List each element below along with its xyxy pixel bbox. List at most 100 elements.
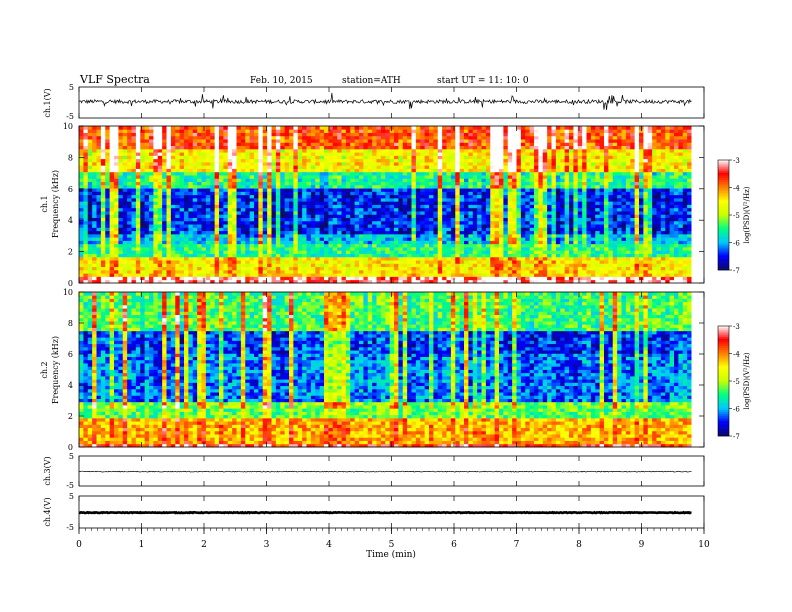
spectrogram-cell	[275, 250, 281, 254]
spectrogram-cell	[634, 243, 640, 248]
spectrogram-cell	[262, 260, 268, 264]
spectrogram-cell	[472, 191, 478, 196]
spectrogram-cell	[665, 247, 671, 251]
spectrogram-cell	[529, 256, 535, 261]
spectrogram-cell	[621, 279, 627, 284]
spectrogram-cell	[665, 233, 671, 238]
spectrogram-cell	[481, 276, 487, 281]
spectrogram-cell	[464, 250, 469, 254]
spectrogram-cell	[280, 224, 286, 228]
spectrogram-cell	[354, 263, 360, 268]
spectrogram-cell	[560, 253, 566, 258]
spectrogram-cell	[687, 214, 692, 218]
spectrogram-cell	[96, 201, 102, 205]
spectrogram-cell	[341, 233, 347, 238]
spectrogram-cell	[100, 279, 106, 284]
spectrogram-cell	[332, 207, 338, 212]
spectrogram-cell	[494, 194, 500, 199]
spectrogram-cell	[205, 260, 211, 264]
spectrogram-cell	[455, 171, 461, 176]
spectrogram-cell	[79, 188, 84, 192]
spectrogram-cell	[345, 214, 351, 218]
spectrogram-cell	[140, 237, 146, 241]
spectrogram-cell	[262, 217, 268, 222]
spectrogram-cell	[315, 237, 321, 241]
spectrogram-cell	[551, 260, 557, 264]
spectrogram-cell	[538, 256, 544, 261]
spectrogram-cell	[376, 175, 382, 179]
spectrogram-cell	[573, 266, 579, 271]
spectrogram-cell	[188, 243, 194, 248]
spectrogram-cell	[144, 253, 150, 258]
spectrogram-cell	[625, 224, 631, 228]
spectrogram-cell	[354, 211, 360, 215]
spectrogram-cell	[350, 204, 356, 209]
spectrogram-cell	[652, 276, 657, 281]
spectrogram-cell	[577, 230, 583, 235]
spectrogram-cell	[551, 175, 557, 179]
spectrogram-cell	[197, 243, 202, 248]
spectrogram-cell	[634, 181, 640, 186]
spectrogram-cell	[652, 250, 657, 254]
spectrogram-cell	[450, 243, 456, 248]
spectrogram-cell	[560, 247, 566, 251]
spectrogram-cell	[599, 194, 605, 199]
spectrogram-cell	[127, 214, 132, 218]
spectrogram-cell	[450, 227, 456, 232]
spectrogram-cell	[341, 194, 347, 199]
spectrogram-cell	[140, 214, 146, 218]
spectrogram-cell	[367, 194, 373, 199]
spectrogram-cell	[271, 207, 277, 212]
spectrogram-cell	[490, 269, 496, 274]
spectrogram-cell	[564, 168, 570, 173]
spectrogram-cell	[630, 207, 636, 212]
spectrogram-cell	[197, 178, 202, 182]
spectrogram-cell	[525, 243, 531, 248]
spectrogram-cell	[411, 211, 417, 215]
spectrogram-cell	[450, 256, 456, 261]
spectrogram-cell	[560, 224, 566, 228]
spectrogram-cell	[647, 253, 653, 258]
spectrogram-cell	[520, 197, 526, 202]
spectrogram-cell	[210, 211, 216, 215]
spectrogram-cell	[551, 256, 557, 261]
spectrogram-cell	[337, 197, 342, 202]
spectrogram-cell	[415, 233, 421, 238]
spectrogram-cell	[442, 188, 447, 192]
spectrogram-cell	[586, 181, 592, 186]
spectrogram-cell	[289, 224, 294, 228]
spectrogram-cell	[573, 247, 579, 251]
spectrogram-cell	[227, 250, 233, 254]
spectrogram-cell	[258, 165, 264, 169]
spectrogram-cell	[367, 207, 373, 212]
spectrogram-cell	[485, 279, 491, 284]
spectrogram-cell	[639, 237, 644, 241]
spectrogram-cell	[450, 250, 456, 254]
spectrogram-cell	[214, 220, 220, 225]
spectrogram-cell	[494, 256, 500, 261]
spectrogram-cell	[267, 197, 272, 202]
spectrogram-cell	[297, 237, 303, 241]
spectrogram-cell	[345, 240, 351, 245]
spectrogram-cell	[219, 181, 224, 186]
spectrogram-cell	[590, 256, 596, 261]
spectrogram-cell	[617, 191, 622, 196]
spectrogram-cell	[328, 273, 334, 277]
spectrogram-cell	[647, 247, 653, 251]
spectrogram-cell	[135, 171, 141, 176]
spectrogram-cell	[275, 230, 281, 235]
spectrogram-cell	[175, 220, 181, 225]
spectrogram-cell	[83, 188, 89, 192]
spectrogram-cell	[258, 211, 264, 215]
spectrogram-cell	[520, 227, 526, 232]
spectrogram-cell	[162, 184, 167, 189]
spectrogram-cell	[586, 201, 592, 205]
spectrogram-cell	[665, 207, 671, 212]
spectrogram-cell	[660, 260, 666, 264]
spectrogram-cell	[192, 273, 198, 277]
spectrogram-cell	[538, 197, 544, 202]
spectrogram-cell	[315, 250, 321, 254]
spectrogram-cell	[275, 191, 281, 196]
spectrogram-cell	[149, 237, 154, 241]
spectrogram-cell	[372, 178, 377, 182]
